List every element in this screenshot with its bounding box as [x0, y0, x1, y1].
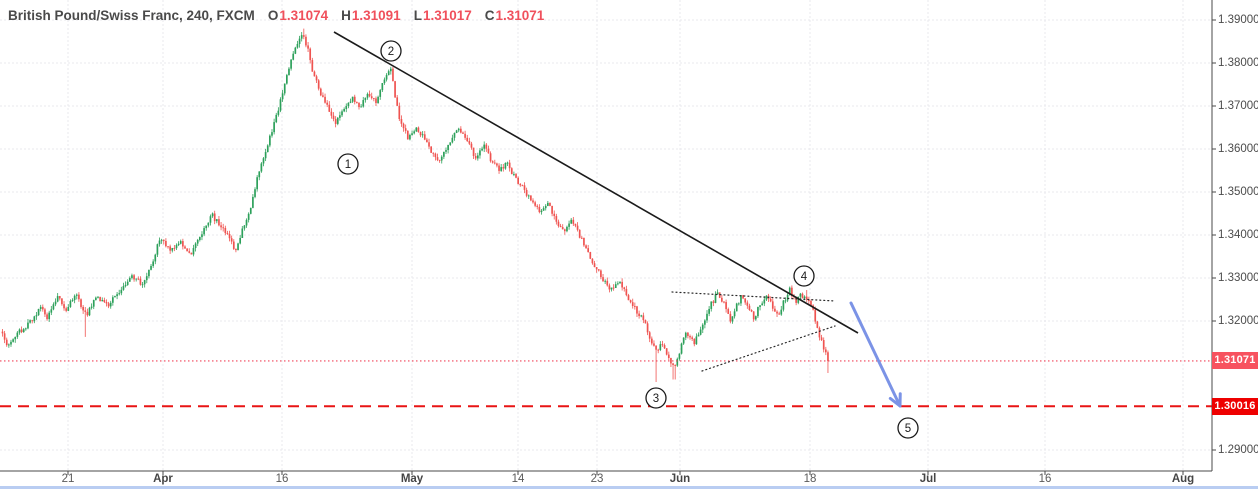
svg-text:5: 5: [905, 423, 911, 435]
ohlc-open: O 1.31074: [267, 8, 329, 23]
ohlc-high: H 1.31091: [341, 8, 401, 23]
projection-arrow[interactable]: [849, 301, 902, 408]
price-tick-label: 1.32000: [1218, 315, 1258, 327]
price-tick-label: 1.29000: [1218, 444, 1258, 456]
ohlc-close: C 1.31071: [484, 8, 545, 23]
svg-text:1: 1: [345, 159, 351, 171]
time-tick-label: 16: [1038, 473, 1052, 485]
price-tick-label: 1.34000: [1218, 229, 1258, 241]
time-tick-label: Jun: [669, 473, 691, 485]
time-tick-label: May: [400, 473, 424, 485]
wave-label-3[interactable]: 3: [645, 387, 667, 409]
svg-text:2: 2: [388, 46, 394, 58]
price-lines-layer: [0, 360, 1212, 408]
candles-layer: [1, 28, 829, 383]
price-tick-label: 1.36000: [1218, 143, 1258, 155]
time-tick-label: 21: [61, 473, 75, 485]
price-tick-label: 1.33000: [1218, 272, 1258, 284]
price-tick-label: 1.35000: [1218, 186, 1258, 198]
time-tick-label: Aug: [1171, 473, 1195, 485]
bottom-highlight-bar: [0, 486, 1258, 489]
axes-layer: [0, 0, 1216, 475]
wave-label-2[interactable]: 2: [380, 40, 402, 62]
wave-label-4[interactable]: 4: [793, 265, 815, 287]
price-tick-label: 1.39000: [1218, 14, 1258, 26]
price-tick-label: 1.37000: [1218, 100, 1258, 112]
price-tick-label: 1.38000: [1218, 57, 1258, 69]
ohlc-low: L 1.31017: [413, 8, 472, 23]
last-price-axis-label: 1.31071: [1212, 352, 1258, 370]
wave-label-5[interactable]: 5: [897, 417, 919, 439]
downtrend-line[interactable]: [333, 31, 859, 334]
pennant-upper-line[interactable]: [671, 291, 836, 302]
support-level-axis-label: 1.30016: [1212, 397, 1258, 415]
svg-text:4: 4: [801, 271, 808, 283]
grid-layer: [0, 0, 1212, 471]
time-tick-label: 16: [275, 473, 289, 485]
pennant-lower-line[interactable]: [701, 325, 836, 372]
svg-text:3: 3: [653, 393, 659, 405]
time-tick-label: 14: [511, 473, 525, 485]
time-tick-label: 18: [803, 473, 817, 485]
drawings-layer: [333, 31, 902, 408]
time-tick-label: Jul: [919, 473, 937, 485]
symbol-title: British Pound/Swiss Franc, 240, FXCM: [8, 8, 255, 23]
wave-labels-layer: 1 2 3 4 5: [337, 40, 919, 439]
time-tick-label: 23: [590, 473, 604, 485]
time-tick-label: Apr: [153, 473, 173, 485]
chart-legend: British Pound/Swiss Franc, 240, FXCM O 1.…: [8, 8, 544, 23]
wave-label-1[interactable]: 1: [337, 153, 359, 175]
